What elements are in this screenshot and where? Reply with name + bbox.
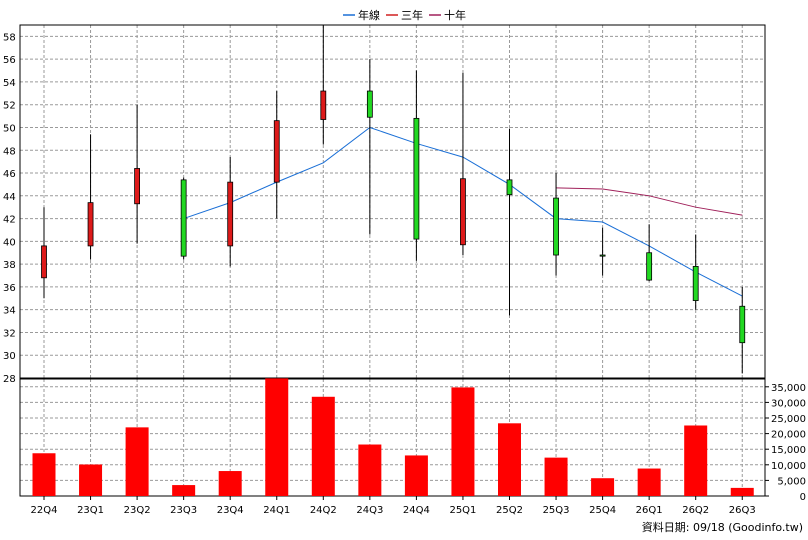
candle-body [273, 120, 280, 183]
x-tick-label: 25Q1 [449, 505, 476, 516]
candle-body [41, 245, 47, 279]
candle-body [180, 179, 187, 257]
price-grid [20, 25, 765, 378]
price-tick-label: 30 [3, 351, 16, 362]
candle-body [506, 179, 513, 196]
candlesticks [41, 25, 746, 374]
candle-body [227, 181, 234, 247]
price-tick-label: 58 [3, 32, 16, 43]
candle-body [739, 305, 746, 344]
legend-label-annual: 年線 [358, 8, 380, 22]
volume-bars [32, 378, 754, 496]
volume-tick-label: 5,000 [777, 476, 806, 487]
volume-tick-label: 0 [800, 492, 806, 503]
volume-bar [32, 453, 56, 496]
x-tick-label: 23Q2 [124, 505, 151, 516]
data-date-footer: 資料日期: 09/18 (Goodinfo.tw) [642, 520, 803, 534]
candle-body [413, 117, 420, 240]
price-tick-label: 48 [3, 146, 16, 157]
volume-bar [311, 396, 335, 496]
x-tick-label: 25Q3 [543, 505, 570, 516]
price-tick-label: 40 [3, 237, 16, 248]
candle-body [134, 168, 141, 205]
volume-bar [684, 425, 708, 496]
x-tick-label: 25Q4 [589, 505, 616, 516]
volume-bar [637, 468, 661, 496]
x-tick-label: 23Q3 [170, 505, 197, 516]
price-tick-label: 28 [3, 374, 16, 385]
candle-body [366, 90, 373, 118]
volume-bar [404, 455, 428, 496]
volume-bar [544, 457, 568, 496]
candle-body [553, 197, 559, 256]
x-tick-label: 26Q3 [729, 505, 756, 516]
volume-bar [498, 423, 521, 496]
volume-bar [451, 387, 475, 496]
candle-body [599, 254, 606, 257]
volume-bar [125, 427, 149, 496]
x-tick-label: 23Q4 [217, 505, 244, 516]
legend-label-three-year: 三年 [401, 8, 423, 22]
x-tick-label: 24Q1 [263, 505, 290, 516]
price-tick-label: 46 [3, 169, 16, 180]
price-tick-label: 50 [3, 123, 16, 134]
volume-bar [79, 464, 103, 496]
x-tick-label: 24Q4 [403, 505, 430, 516]
candle-body [87, 202, 94, 247]
volume-bar [172, 485, 196, 496]
price-tick-label: 56 [3, 55, 16, 66]
volume-bar [218, 471, 242, 496]
price-tick-label: 52 [3, 101, 16, 112]
x-axis: 22Q4 23Q1 23Q2 23Q3 23Q4 24Q1 24Q2 24Q3 24Q4 25Q1… [31, 496, 756, 516]
x-tick-label: 25Q2 [496, 505, 523, 516]
x-tick-label: 24Q2 [310, 505, 337, 516]
volume-tick-label: 20,000 [771, 430, 806, 441]
three-year-line [556, 187, 743, 216]
volume-tick-label: 15,000 [771, 445, 806, 456]
volume-tick-label: 35,000 [771, 383, 806, 394]
volume-tick-label: 30,000 [771, 398, 806, 409]
price-tick-label: 42 [3, 215, 16, 226]
volume-axis: 0 5,000 10,000 15,000 20,000 25,000 30,000 35,0… [765, 383, 806, 503]
volume-bar [591, 478, 615, 496]
price-panel-frame [19, 24, 766, 379]
price-tick-label: 32 [3, 328, 16, 339]
candle-body [692, 266, 699, 301]
x-tick-label: 23Q1 [77, 505, 104, 516]
legend-label-ten-year: 十年 [444, 8, 466, 22]
legend: 年線 三年 十年 [343, 8, 466, 22]
candle-body [460, 178, 466, 246]
price-axis: 28 30 32 34 36 38 40 42 44 46 48 50 52 54 56 58 [3, 32, 16, 385]
candle-body [646, 252, 653, 281]
x-tick-label: 26Q1 [636, 505, 663, 516]
candle-body [320, 90, 327, 120]
volume-tick-label: 25,000 [771, 414, 806, 425]
price-tick-label: 54 [3, 78, 16, 89]
x-tick-label: 24Q3 [356, 505, 383, 516]
x-tick-label: 26Q2 [682, 505, 709, 516]
price-tick-label: 44 [3, 192, 16, 203]
volume-bar [730, 487, 754, 496]
price-tick-label: 38 [3, 260, 16, 271]
volume-tick-label: 10,000 [771, 461, 806, 472]
price-tick-label: 36 [3, 283, 16, 294]
volume-panel-frame [19, 378, 766, 497]
volume-bar [265, 378, 289, 496]
price-tick-label: 34 [3, 306, 16, 317]
x-tick-label: 22Q4 [31, 505, 58, 516]
volume-bar [358, 444, 382, 496]
